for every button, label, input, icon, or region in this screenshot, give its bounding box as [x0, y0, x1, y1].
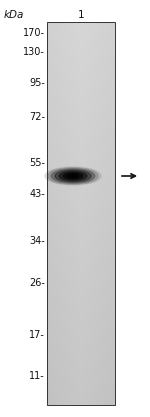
Ellipse shape — [59, 171, 87, 181]
Text: 95-: 95- — [29, 78, 45, 88]
Text: 1: 1 — [78, 10, 84, 20]
Ellipse shape — [55, 170, 91, 182]
Ellipse shape — [45, 167, 101, 185]
Text: kDa: kDa — [4, 10, 24, 20]
Ellipse shape — [67, 174, 79, 178]
Ellipse shape — [70, 175, 76, 177]
Text: 170-: 170- — [23, 28, 45, 38]
Text: 43-: 43- — [29, 189, 45, 199]
Text: 72-: 72- — [29, 112, 45, 122]
Ellipse shape — [48, 168, 98, 184]
Text: 17-: 17- — [29, 330, 45, 340]
Text: 130-: 130- — [23, 47, 45, 57]
Text: 55-: 55- — [29, 158, 45, 168]
Ellipse shape — [63, 173, 83, 179]
Bar — [47, 22, 115, 405]
Text: 26-: 26- — [29, 278, 45, 288]
Ellipse shape — [51, 169, 95, 183]
Text: 34-: 34- — [29, 236, 45, 246]
Text: 11-: 11- — [29, 371, 45, 381]
